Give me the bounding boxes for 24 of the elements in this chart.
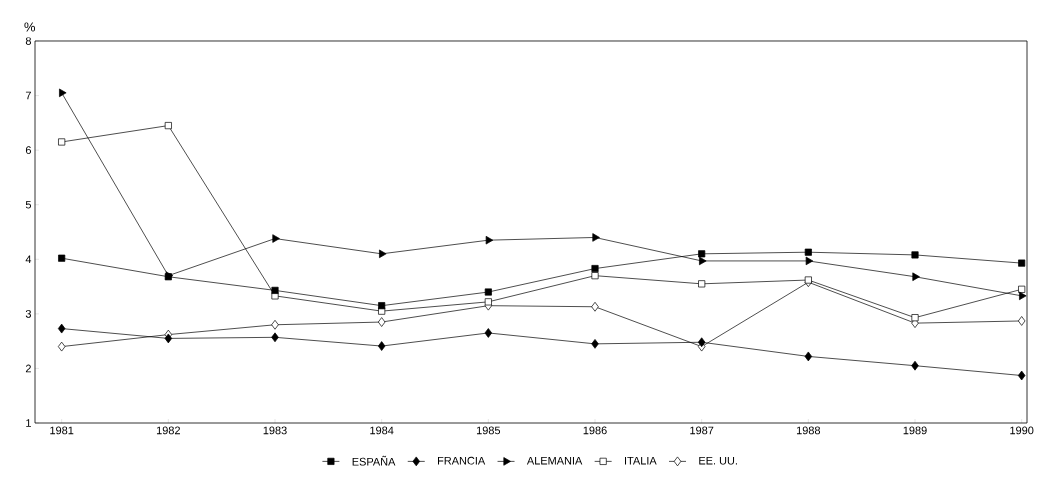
y-tick-label: 8	[25, 37, 31, 45]
y-tick-label: 6	[25, 146, 31, 155]
y-tick-label: 1	[26, 419, 31, 427]
y-tick-label: 7	[25, 91, 31, 100]
x-tick-label: 1981	[50, 426, 74, 435]
legend-label: ESPAÑA	[352, 455, 396, 466]
x-tick-label: 1984	[370, 426, 394, 435]
y-tick-label: 3	[25, 309, 31, 318]
legend-label: ITALIA	[625, 456, 657, 465]
x-tick-label: 1987	[690, 426, 714, 435]
x-tick-label: 1985	[476, 426, 501, 435]
x-tick-label: 1983	[263, 426, 287, 435]
y-tick-label: 5	[25, 200, 32, 209]
y-tick-label: 2	[25, 364, 31, 373]
x-tick-label: 1982	[156, 426, 180, 435]
legend-label: ALEMANIA	[526, 456, 583, 465]
y-tick-label: 4	[25, 255, 32, 264]
y-axis-title: %	[24, 22, 36, 32]
x-tick-label: 1986	[583, 426, 607, 435]
legend-label: FRANCIA	[438, 456, 486, 465]
x-tick-label: 1989	[903, 426, 927, 435]
x-tick-label: 1990	[1010, 426, 1034, 435]
x-tick-label: 1988	[796, 426, 821, 435]
legend-label: EE. UU.	[699, 456, 737, 465]
